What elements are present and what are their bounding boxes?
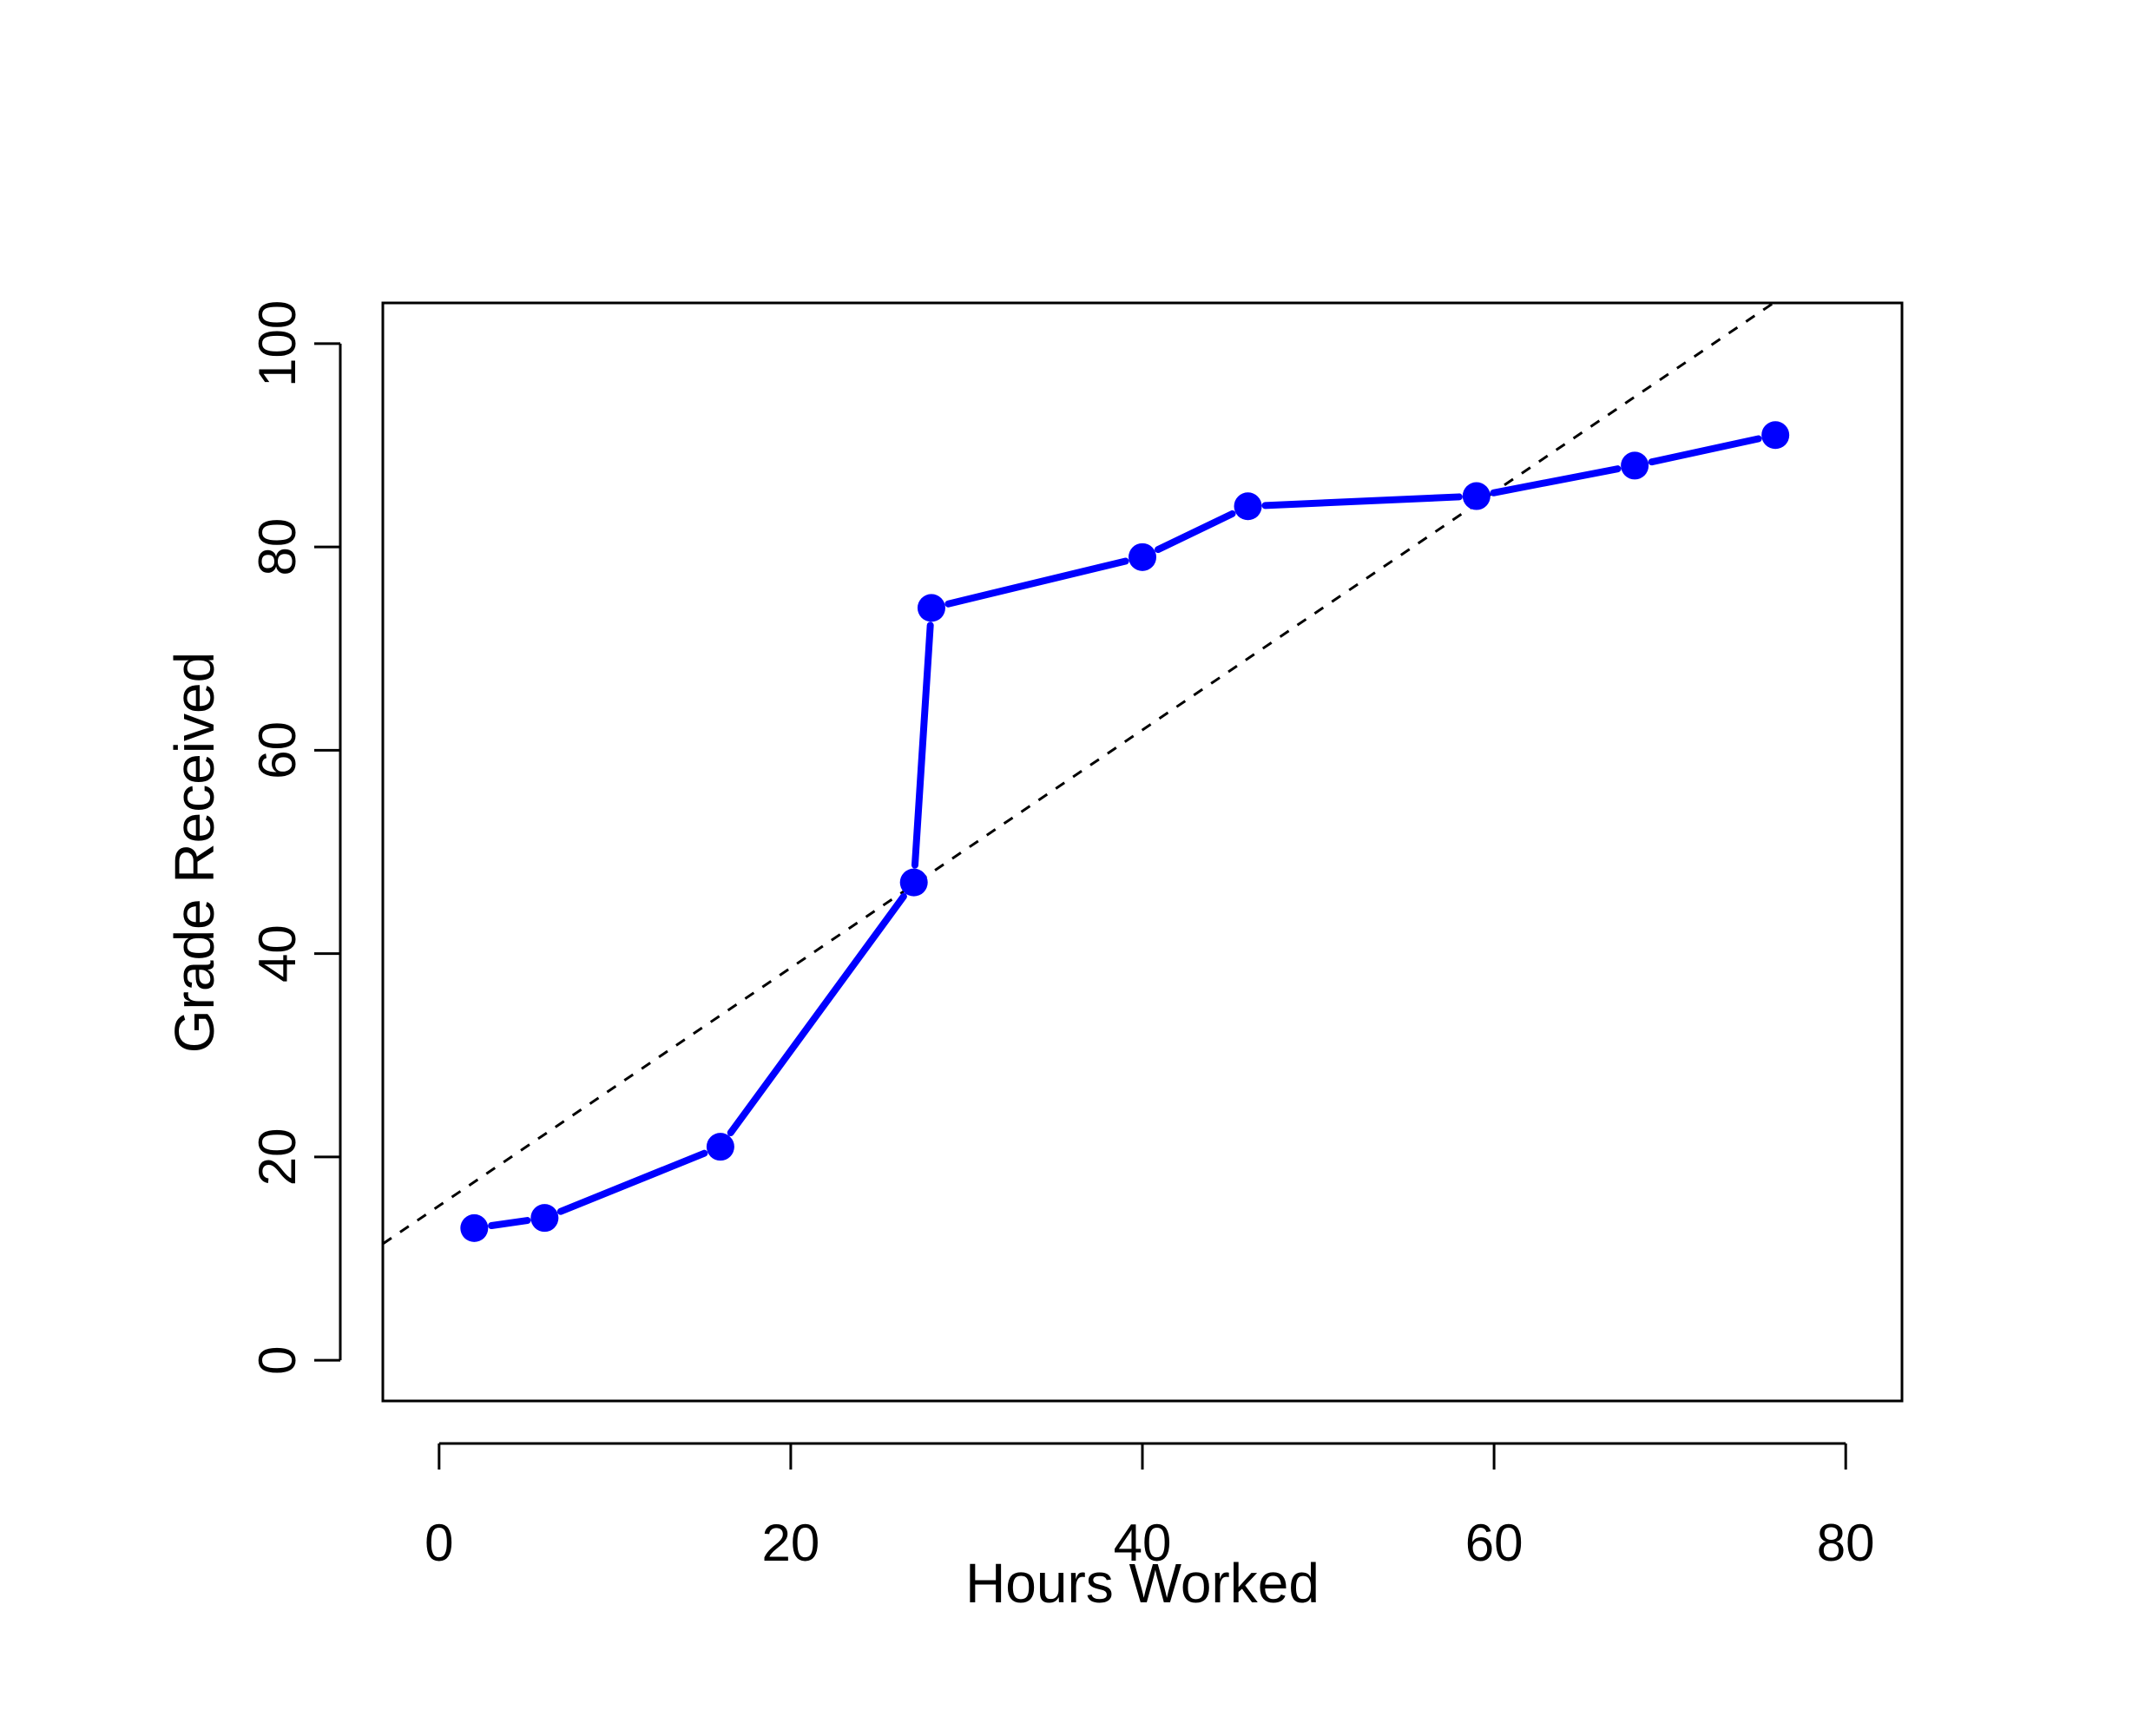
series-0-point-2	[706, 1133, 734, 1161]
x-tick-label-1: 20	[762, 1514, 820, 1572]
y-tick-label-5: 100	[248, 300, 306, 387]
y-tick-label-2: 40	[248, 924, 306, 983]
series-0-segment-0	[488, 1217, 531, 1230]
series-0-point-5	[1129, 542, 1156, 571]
series-0-point-0	[460, 1213, 489, 1242]
reference-line-layer	[383, 303, 1776, 1246]
y-tick-label-1: 20	[248, 1128, 306, 1187]
series-0-segment-8	[1648, 435, 1762, 466]
series-0-segment-4	[944, 557, 1129, 608]
y-tick-label-0: 0	[248, 1345, 306, 1374]
x-axis-title: Hours Worked	[965, 1552, 1319, 1614]
series-0-segment-3	[911, 621, 934, 869]
series-0-point-9	[1761, 421, 1790, 450]
series-0-point-8	[1621, 451, 1649, 480]
x-axis: 0 20 40 60 80	[424, 1442, 1875, 1572]
series-0-point-4	[917, 594, 945, 622]
y-tick-label-4: 80	[248, 518, 306, 576]
series-0-point-3	[899, 868, 928, 897]
series-0-segment-1	[556, 1149, 708, 1215]
series-0-point-1	[530, 1204, 559, 1233]
series-0-point-7	[1462, 482, 1491, 510]
plot-area	[383, 303, 1790, 1246]
x-tick-label-4: 80	[1817, 1514, 1875, 1572]
series-0-segment-7	[1490, 465, 1622, 496]
x-tick-label-3: 60	[1465, 1514, 1524, 1572]
reference-line	[383, 303, 1776, 1246]
x-tick-label-2: 40	[1114, 1514, 1172, 1572]
series-layer	[460, 421, 1790, 1242]
y-axis-title: Grade Received	[163, 652, 226, 1053]
plot-frame	[381, 301, 1904, 1403]
y-tick-label-3: 60	[248, 721, 306, 779]
y-axis: 0 20 40 60 80 100	[248, 300, 342, 1375]
series-0-segment-6	[1261, 493, 1463, 510]
x-tick-label-0: 0	[424, 1514, 453, 1572]
series-0-point-6	[1234, 492, 1262, 521]
series-0-segment-2	[727, 892, 907, 1137]
series-0-segment-5	[1155, 510, 1236, 554]
